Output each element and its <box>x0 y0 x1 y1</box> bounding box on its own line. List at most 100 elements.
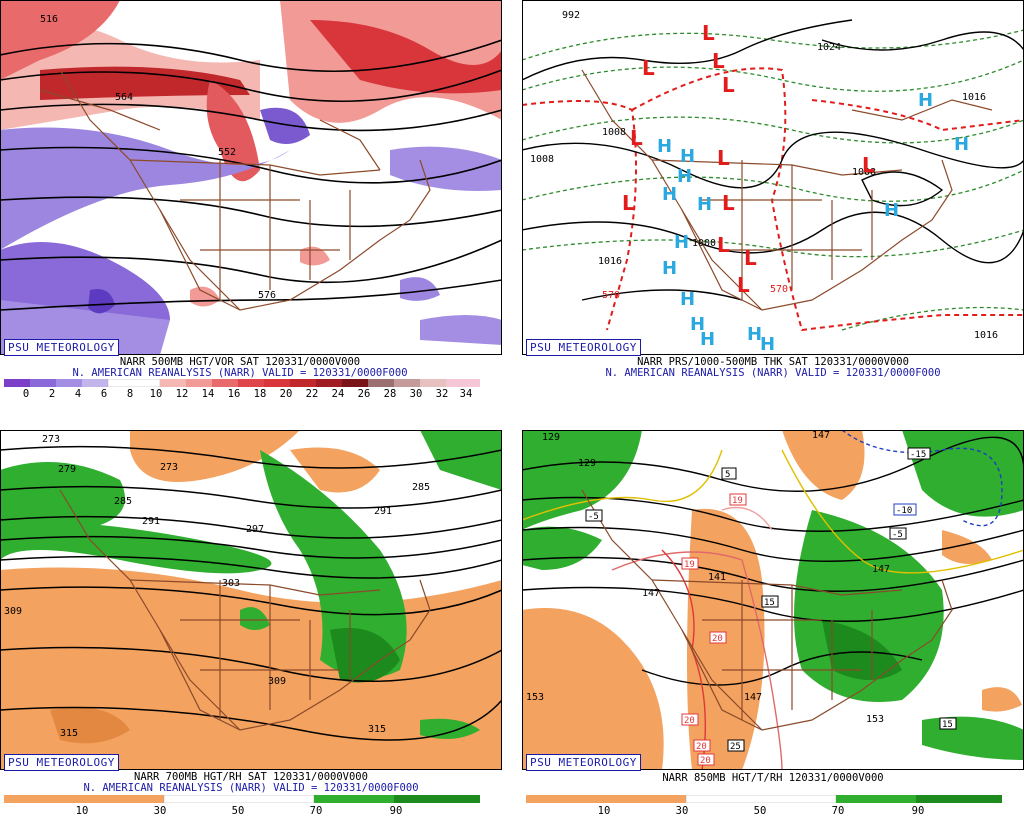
low-pressure-symbol: L <box>717 146 730 170</box>
colorbar-ticks: 10 30 50 70 90 <box>4 805 480 817</box>
panel-700mb-rh: 273 279 273 285 291 297 303 309 309 315 … <box>0 430 502 819</box>
colorbar-tick: 30 <box>409 388 423 400</box>
psu-meteorology-badge: PSU METEOROLOGY <box>4 339 119 356</box>
high-pressure-symbol: H <box>747 324 762 345</box>
political-borders <box>39 69 431 311</box>
high-pressure-symbol: H <box>697 194 712 215</box>
high-pressure-symbol: H <box>918 90 933 111</box>
high-pressure-symbol: H <box>690 314 705 335</box>
map-surface-pressure: 992 1024 1016 1000 1008 1008 1016 570 57… <box>522 0 1024 355</box>
contour-label: 129 <box>542 432 560 443</box>
isobars <box>522 19 1024 301</box>
high-pressure-symbol: H <box>884 200 899 221</box>
colorbar-tick: 16 <box>227 388 241 400</box>
isotherm-value-boxes: 5 19 19 15 20 20 20 25 20 -5 -10 -15 -5 … <box>585 447 957 766</box>
low-pressure-symbol: L <box>744 246 757 270</box>
isobar-label: 1008 <box>602 127 626 138</box>
temperature-box: 5 <box>725 470 730 480</box>
temperature-box: 20 <box>712 634 723 644</box>
map-caption-valid: N. AMERICAN REANALYSIS (NARR) VALID = 12… <box>605 367 941 379</box>
isobar-label: 1008 <box>530 154 554 165</box>
isobar-label: 1016 <box>962 92 986 103</box>
map-caption: NARR PRS/1000-500MB THK SAT 120331/0000V… <box>637 356 909 368</box>
colorbar-tick: 10 <box>75 805 89 817</box>
map-700mb-rh: 273 279 273 285 291 297 303 309 309 315 … <box>0 430 502 770</box>
temperature-box: 15 <box>942 720 953 730</box>
contour-label: 291 <box>374 506 392 517</box>
colorbar-tick: 20 <box>279 388 293 400</box>
temperature-box: 20 <box>684 716 695 726</box>
political-borders <box>581 69 993 311</box>
temperature-box: -5 <box>892 530 903 540</box>
contour-label: 552 <box>218 147 236 158</box>
colorbar-tick: 4 <box>74 388 82 400</box>
low-pressure-symbol: L <box>737 273 750 297</box>
contour-label: 129 <box>578 458 596 469</box>
colorbar-tick: 32 <box>435 388 449 400</box>
map-caption-valid: N. AMERICAN REANALYSIS (NARR) VALID = 12… <box>83 782 419 794</box>
psu-meteorology-badge: PSU METEOROLOGY <box>526 754 641 771</box>
contour-label: 285 <box>412 482 430 493</box>
colorbar-tick: 24 <box>331 388 345 400</box>
temperature-box: 15 <box>764 598 775 608</box>
colorbar-tick: 50 <box>753 805 767 817</box>
contour-label: 147 <box>872 564 890 575</box>
colorbar-ticks: 10 30 50 70 90 <box>526 805 1002 817</box>
colorbar-tick: 34 <box>459 388 473 400</box>
isobar-label: 1016 <box>974 330 998 341</box>
high-pressure-symbol: H <box>680 146 695 167</box>
political-borders <box>59 489 431 731</box>
isobar-label: 1024 <box>817 42 841 53</box>
colorbar-tick: 12 <box>175 388 189 400</box>
colorbar-tick: 18 <box>253 388 267 400</box>
contour-label: 147 <box>744 692 762 703</box>
contour-labels: 129 129 147 147 141 147 153 153 147 <box>526 430 890 725</box>
contour-label: 273 <box>160 462 178 473</box>
map-caption: NARR 850MB HGT/T/RH 120331/0000V000 <box>662 772 884 784</box>
contour-label: 309 <box>268 676 286 687</box>
low-pressure-symbol: L <box>630 126 643 150</box>
contour-label: 147 <box>812 430 830 441</box>
map-caption-valid: N. AMERICAN REANALYSIS (NARR) VALID = 12… <box>72 367 408 379</box>
high-pressure-symbol: H <box>662 258 677 279</box>
high-pressure-symbol: H <box>677 166 692 187</box>
map-850mb-temp-rh: 129 129 147 147 141 147 153 153 147 5 19… <box>522 430 1024 770</box>
high-pressure-symbol: H <box>700 329 715 350</box>
low-pressure-symbol: L <box>722 73 735 97</box>
low-pressure-centers: L L L L L L L L L L L L <box>622 21 875 297</box>
isobar-labels: 992 1024 1016 1000 1008 1008 1016 570 57… <box>530 10 998 341</box>
contour-label: 576 <box>258 290 276 301</box>
high-pressure-symbol: H <box>662 184 677 205</box>
rh-shading <box>0 430 502 770</box>
contour-labels: 273 279 273 285 291 297 303 309 309 315 … <box>4 434 430 739</box>
contour-label: 309 <box>4 606 22 617</box>
contour-label: 291 <box>142 516 160 527</box>
low-pressure-symbol: L <box>702 21 715 45</box>
contour-label: 141 <box>708 572 726 583</box>
colorbar-tick: 28 <box>383 388 397 400</box>
temperature-box: -10 <box>896 506 912 516</box>
contour-label: 273 <box>42 434 60 445</box>
psu-meteorology-badge: PSU METEOROLOGY <box>4 754 119 771</box>
contour-label: 153 <box>526 692 544 703</box>
temperature-box: 25 <box>730 742 741 752</box>
temperature-box: 20 <box>700 756 711 766</box>
isobar-label: 1016 <box>598 256 622 267</box>
high-pressure-symbol: H <box>674 232 689 253</box>
colorbar-tick: 0 <box>22 388 30 400</box>
political-borders <box>581 489 953 731</box>
contour-label: 285 <box>114 496 132 507</box>
temperature-box: -15 <box>910 450 926 460</box>
low-pressure-symbol: L <box>862 153 875 177</box>
high-pressure-symbol: H <box>760 334 775 355</box>
contour-label: 279 <box>58 464 76 475</box>
colorbar-tick: 14 <box>201 388 215 400</box>
low-pressure-symbol: L <box>712 49 725 73</box>
colorbar-tick: 10 <box>597 805 611 817</box>
colorbar-tick: 30 <box>153 805 167 817</box>
vorticity-colorbar <box>4 379 480 387</box>
contour-label: 315 <box>60 728 78 739</box>
colorbar-tick: 70 <box>831 805 845 817</box>
colorbar-tick: 90 <box>911 805 925 817</box>
contour-label: 564 <box>115 92 133 103</box>
